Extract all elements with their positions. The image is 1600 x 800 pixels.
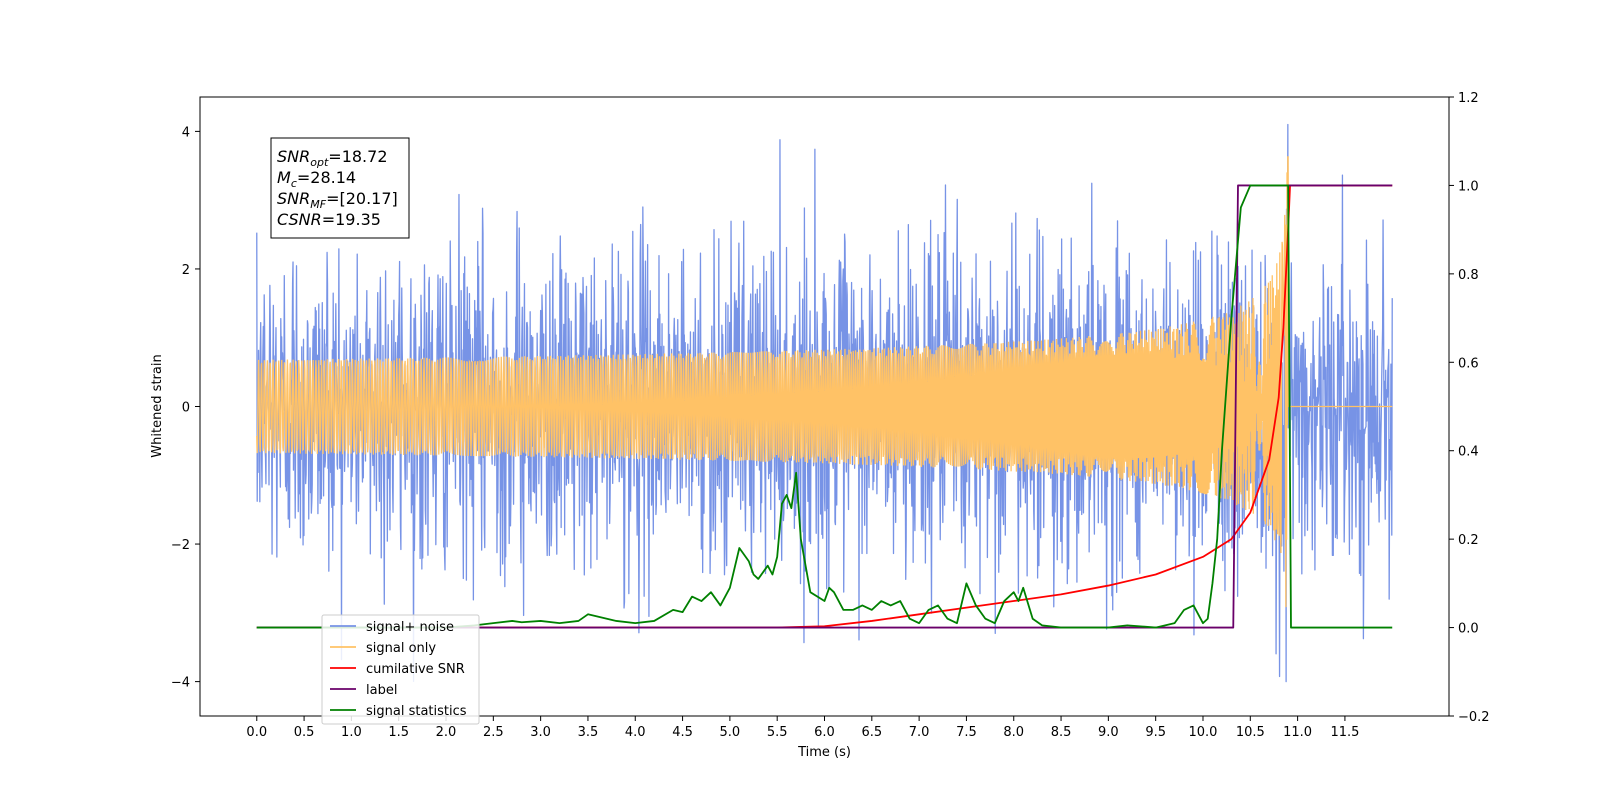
x-tick-label: 0.0	[246, 725, 267, 740]
y2-tick-label: 0.6	[1458, 356, 1479, 371]
x-tick-label: 4.0	[625, 725, 646, 740]
y-tick-label: −4	[171, 676, 190, 691]
y-tick-label: 4	[182, 125, 190, 140]
y2-tick-label: −0.2	[1458, 710, 1490, 725]
x-tick-label: 9.5	[1145, 725, 1166, 740]
x-tick-label: 5.0	[720, 725, 741, 740]
x-axis-label: Time (s)	[797, 745, 851, 760]
y2-tick-label: 1.2	[1458, 91, 1479, 106]
legend-label: signal+ noise	[366, 620, 454, 635]
x-tick-label: 1.0	[341, 725, 362, 740]
y2-tick-label: 0.4	[1458, 445, 1479, 460]
legend: signal+ noise signal only cumilative SNR la…	[321, 614, 480, 725]
x-tick-label: 2.0	[436, 725, 457, 740]
y2-tick-label: 0.8	[1458, 268, 1479, 283]
x-tick-label: 2.5	[483, 725, 504, 740]
x-tick-label: 3.0	[530, 725, 551, 740]
x-tick-label: 8.5	[1051, 725, 1072, 740]
x-tick-label: 9.0	[1098, 725, 1119, 740]
series-line-signal-only	[256, 156, 1393, 608]
x-tick-label: 5.5	[767, 725, 788, 740]
legend-label: cumilative SNR	[366, 662, 465, 677]
legend-label: signal only	[366, 641, 436, 656]
plot-area	[256, 123, 1393, 683]
series-line-signal-statistics	[256, 184, 1393, 629]
y-tick-label: 2	[182, 263, 190, 278]
x-tick-label: 8.0	[1003, 725, 1024, 740]
y2-tick-label: 1.0	[1458, 179, 1479, 194]
y-axis-label: Whitened strain	[150, 354, 165, 457]
x-tick-label: 6.0	[814, 725, 835, 740]
legend-label: label	[366, 683, 397, 698]
info-line: SNRopt=18.72	[277, 147, 388, 169]
axes: 0.0 0.5 1.0 1.5 2.0 2.5 3.0 3.5 4.0 4.5 5.0 5.5 6.0 6…	[171, 91, 1490, 740]
x-tick-label: 11.0	[1283, 725, 1312, 740]
info-box-frame	[270, 137, 410, 239]
info-line: CSNR=19.35	[277, 210, 381, 229]
x-tick-label: 0.5	[294, 725, 315, 740]
y2-tick-label: 0.0	[1458, 622, 1479, 637]
x-tick-label: 10.0	[1189, 725, 1218, 740]
x-tick-label: 3.5	[578, 725, 599, 740]
legend-frame	[321, 614, 480, 725]
x-tick-label: 7.5	[956, 725, 977, 740]
y-tick-label: −2	[171, 538, 190, 553]
series-line-label	[256, 184, 1393, 629]
x-tick-label: 7.0	[909, 725, 930, 740]
y-tick-label: 0	[182, 401, 190, 416]
x-tick-label: 6.5	[861, 725, 882, 740]
info-line: Mc=28.14	[277, 168, 356, 190]
x-tick-label: 11.5	[1330, 725, 1359, 740]
series-line-cumulative-snr	[256, 184, 1393, 629]
info-annotation-box: SNRopt=18.72Mc=28.14SNRMF=[20.17]CSNR=19…	[270, 137, 410, 239]
x-tick-label: 1.5	[388, 725, 409, 740]
legend-label: signal statistics	[366, 704, 467, 719]
x-tick-label: 4.5	[672, 725, 693, 740]
y2-tick-label: 0.2	[1458, 533, 1479, 548]
x-tick-label: 10.5	[1236, 725, 1265, 740]
info-line: SNRMF=[20.17]	[277, 189, 398, 211]
